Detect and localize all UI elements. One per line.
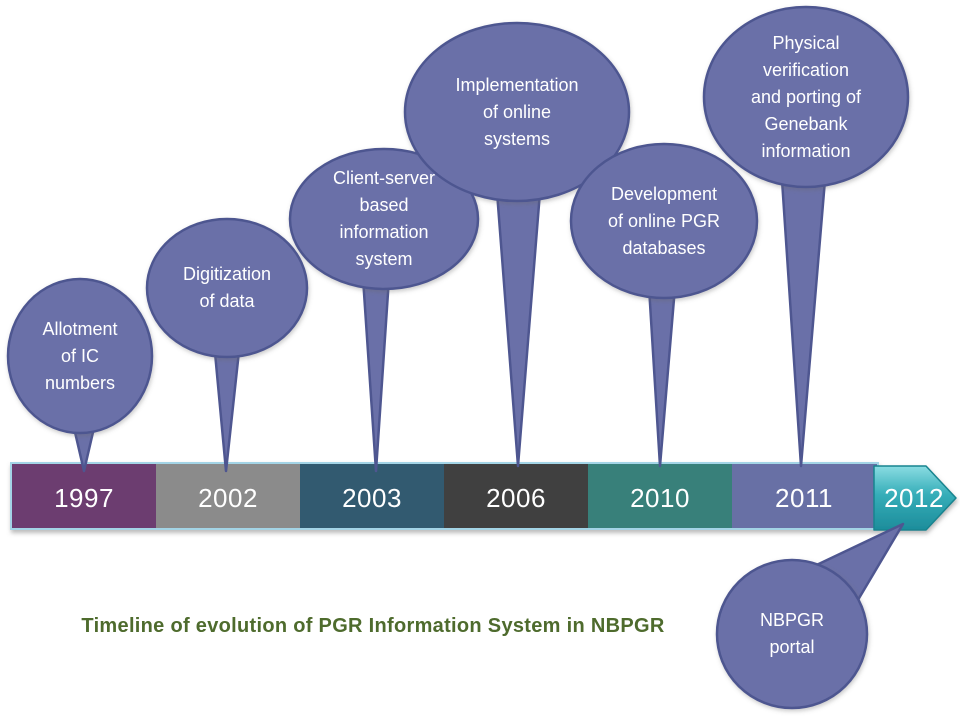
- callout-text-development: Development of online PGR databases: [607, 183, 721, 258]
- year-label-2012: 2012: [884, 483, 944, 513]
- callout-bubble-client-server: [288, 147, 480, 291]
- callout-tail-client-server: [361, 276, 391, 473]
- callout-text-implementation: Implementation of online systems: [455, 74, 579, 149]
- year-label-2003: 2003: [342, 483, 402, 513]
- year-label-2006: 2006: [486, 483, 546, 513]
- callout-text-physical: Physical verification and porting of Gen…: [750, 32, 862, 161]
- callout-tail-development: [647, 285, 677, 468]
- callout-text-digitization: Digitization of data: [182, 264, 272, 311]
- callout-bubbles: [6, 5, 910, 710]
- callout-bubble-nbpgr-portal: [715, 558, 869, 710]
- timeline-arrow-2012: [873, 465, 957, 531]
- callout-bubble-digitization: [145, 217, 309, 359]
- callout-tail-physical: [780, 178, 827, 468]
- year-label-2011: 2011: [775, 483, 833, 513]
- callout-text-allotment: Allotment of IC numbers: [42, 318, 118, 393]
- year-label-2010: 2010: [630, 483, 690, 513]
- timeline-segment-2011: [732, 464, 877, 528]
- timeline-segment-2003: [300, 464, 445, 528]
- timeline-segment-2010: [588, 464, 733, 528]
- callout-text-client-server: Client-server based information system: [332, 168, 436, 269]
- timeline-bar: [10, 462, 957, 531]
- timeline-segment-1997: [12, 464, 157, 528]
- timeline-segment-2002: [156, 464, 301, 528]
- timeline-segment-2006: [444, 464, 589, 528]
- year-label-1997: 1997: [54, 483, 114, 513]
- callout-tail-implementation: [495, 190, 542, 468]
- callout-bubble-allotment: [6, 277, 154, 435]
- callout-bubble-physical: [702, 5, 910, 189]
- callout-tail-digitization: [212, 340, 242, 473]
- callout-bubble-implementation: [403, 21, 631, 203]
- year-label-2002: 2002: [198, 483, 258, 513]
- callout-text-nbpgr-portal: NBPGR portal: [759, 610, 824, 657]
- slide-caption: Timeline of evolution of PGR Information…: [81, 615, 665, 637]
- callout-bubble-development: [569, 142, 759, 300]
